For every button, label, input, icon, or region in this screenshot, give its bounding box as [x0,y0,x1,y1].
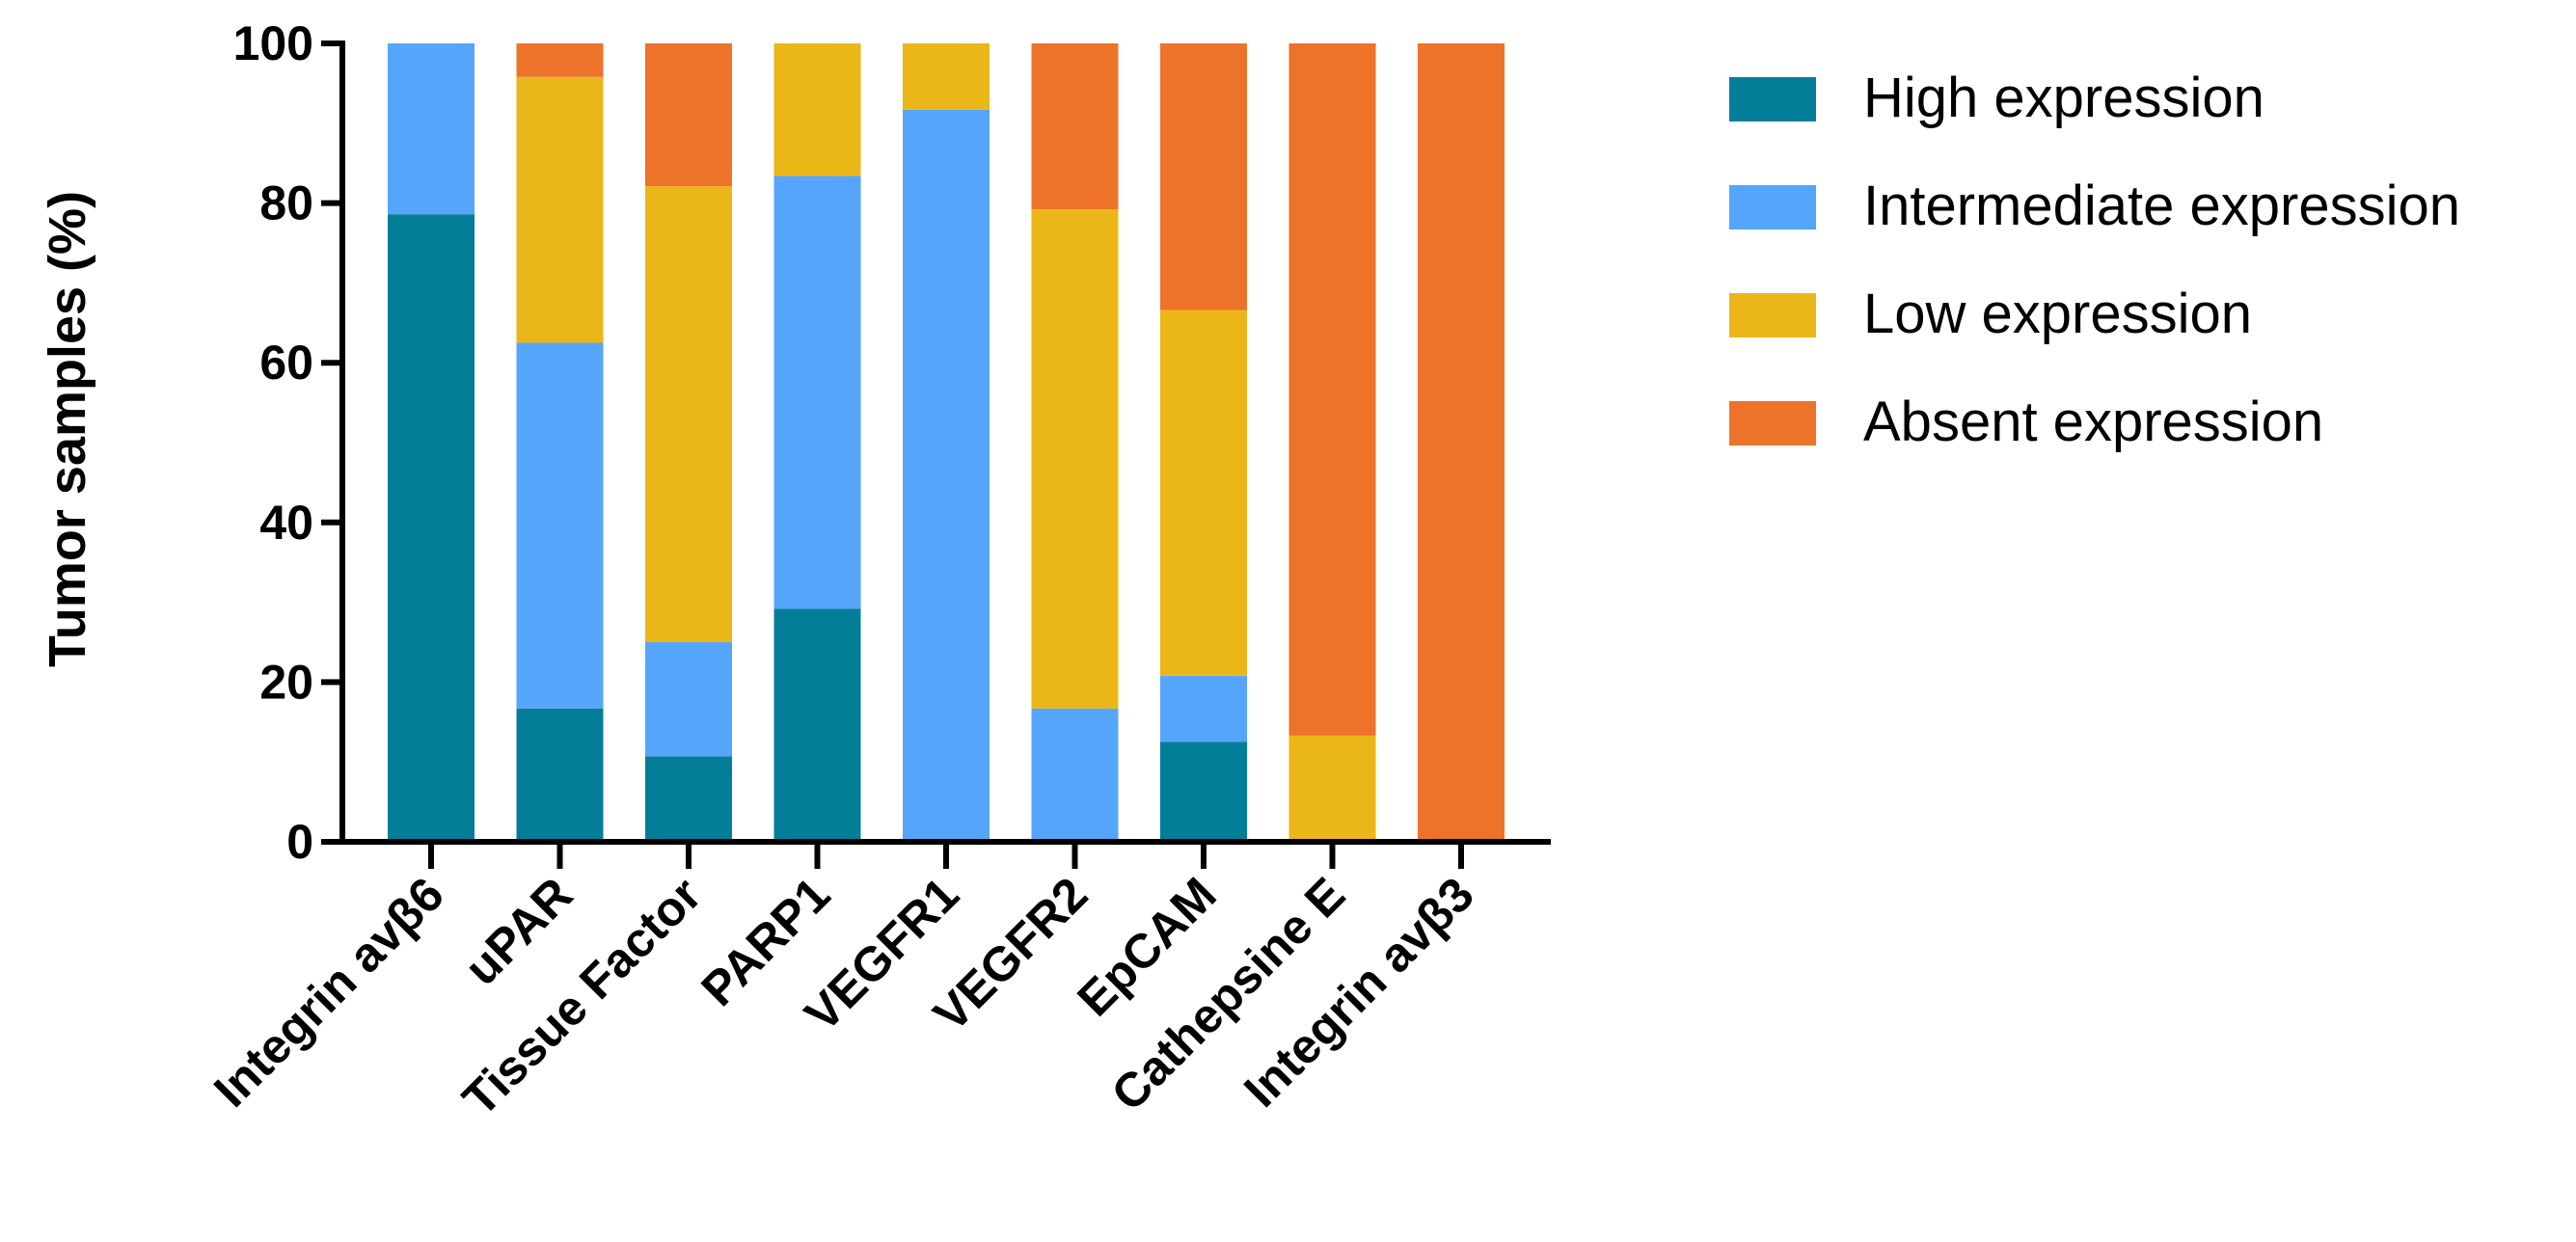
bar-segment [1160,675,1247,742]
bar-segment [388,214,475,842]
legend-label: Low expression [1863,283,2252,345]
bar-segment [516,43,604,77]
bar-segment [1031,43,1119,210]
bar-segment [903,109,990,842]
bar-segment [1160,742,1247,842]
bar-segment [1160,310,1247,676]
legend-swatch [1729,185,1816,230]
legend-swatch [1729,77,1816,122]
bar-segment [1288,43,1376,736]
bar-segment [516,76,604,343]
legend-label: Absent expression [1863,391,2323,453]
bar-segment [773,176,861,609]
bar-segment [645,642,732,757]
bar-segment [1031,209,1119,709]
axes-layer [321,40,1551,869]
x-tick-label: Integrin avβ6 [203,867,454,1118]
legend-swatch [1729,401,1816,446]
legend-label: Intermediate expression [1863,175,2460,237]
y-tick-label: 0 [286,815,313,869]
legend: High expression Intermediate expression Lo… [1729,67,2460,453]
legend-label: High expression [1863,67,2264,129]
bar-segment [516,708,604,842]
bar-segment [645,756,732,842]
y-tick-label: 60 [259,336,313,390]
bar-segment [773,608,861,842]
bar-segment [645,43,732,187]
bar-segment [645,186,732,642]
bar-segment [773,43,861,176]
y-tick-label: 80 [259,176,313,230]
bar-segment [1418,43,1505,842]
x-tick-label: Integrin avβ3 [1234,867,1484,1118]
y-axis-title: Tumor samples (%) [39,191,96,667]
y-tick-label: 20 [259,655,313,709]
bar-segment [516,342,604,709]
bar-segment [1031,708,1119,842]
y-tick-label: 100 [233,16,313,70]
bar-segment [903,43,990,110]
bar-segment [1288,735,1376,842]
y-tick-label: 40 [259,496,313,550]
legend-swatch [1729,293,1816,338]
bar-segment [1160,43,1247,310]
bar-segment [388,43,475,215]
bars-layer [388,43,1505,842]
x-tick-label: Cathepsine E [1101,867,1356,1121]
